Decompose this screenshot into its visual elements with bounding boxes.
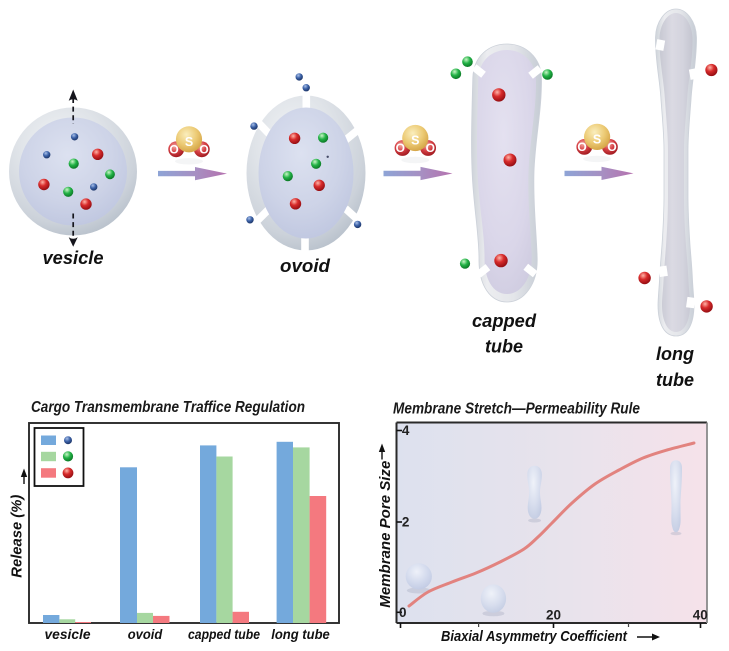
svg-text:capped: capped: [472, 311, 537, 331]
svg-text:2: 2: [402, 515, 410, 530]
svg-text:4: 4: [402, 423, 410, 438]
svg-text:40: 40: [693, 608, 708, 623]
svg-text:Release (%): Release (%): [8, 495, 25, 578]
svg-text:ovoid: ovoid: [128, 626, 163, 642]
svg-text:tube: tube: [485, 337, 523, 357]
svg-text:Biaxial Asymmetry Coefficient: Biaxial Asymmetry Coefficient: [441, 628, 628, 645]
svg-text:vesicle: vesicle: [43, 248, 104, 268]
svg-text:ovoid: ovoid: [280, 256, 331, 276]
svg-text:long: long: [656, 344, 694, 364]
svg-text:long tube: long tube: [271, 626, 330, 642]
svg-text:Cargo Transmembrane Traffice R: Cargo Transmembrane Traffice Regulation: [31, 399, 305, 416]
svg-text:0: 0: [399, 605, 407, 620]
svg-text:20: 20: [546, 608, 561, 623]
svg-text:Membrane Pore Size: Membrane Pore Size: [377, 461, 394, 608]
svg-text:tube: tube: [656, 370, 694, 390]
svg-text:vesicle: vesicle: [45, 626, 91, 642]
svg-text:capped tube: capped tube: [188, 626, 260, 642]
svg-text:Membrane Stretch—Permeability: Membrane Stretch—Permeability Rule: [393, 401, 640, 418]
